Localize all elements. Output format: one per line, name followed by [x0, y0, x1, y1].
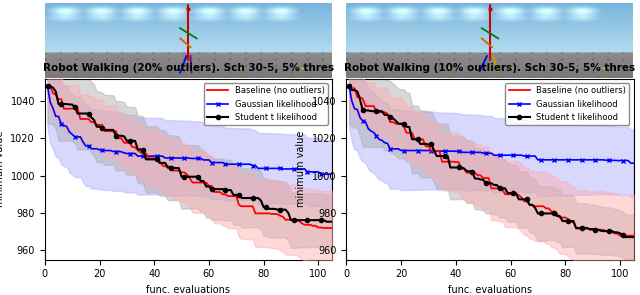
Legend: Baseline (no outliers), Gaussian likelihood, Student t likelihood: Baseline (no outliers), Gaussian likelih…: [506, 83, 629, 125]
Y-axis label: minimum value: minimum value: [0, 131, 5, 207]
Title: Robot Walking (10% outliers). Sch 30-5, 5% thres: Robot Walking (10% outliers). Sch 30-5, …: [344, 63, 636, 73]
Title: Robot Walking (20% outliers). Sch 30-5, 5% thres: Robot Walking (20% outliers). Sch 30-5, …: [43, 63, 334, 73]
X-axis label: func. evaluations: func. evaluations: [147, 285, 230, 295]
Legend: Baseline (no outliers), Gaussian likelihood, Student t likelihood: Baseline (no outliers), Gaussian likelih…: [204, 83, 328, 125]
X-axis label: func. evaluations: func. evaluations: [448, 285, 532, 295]
Y-axis label: minimum value: minimum value: [296, 131, 307, 207]
